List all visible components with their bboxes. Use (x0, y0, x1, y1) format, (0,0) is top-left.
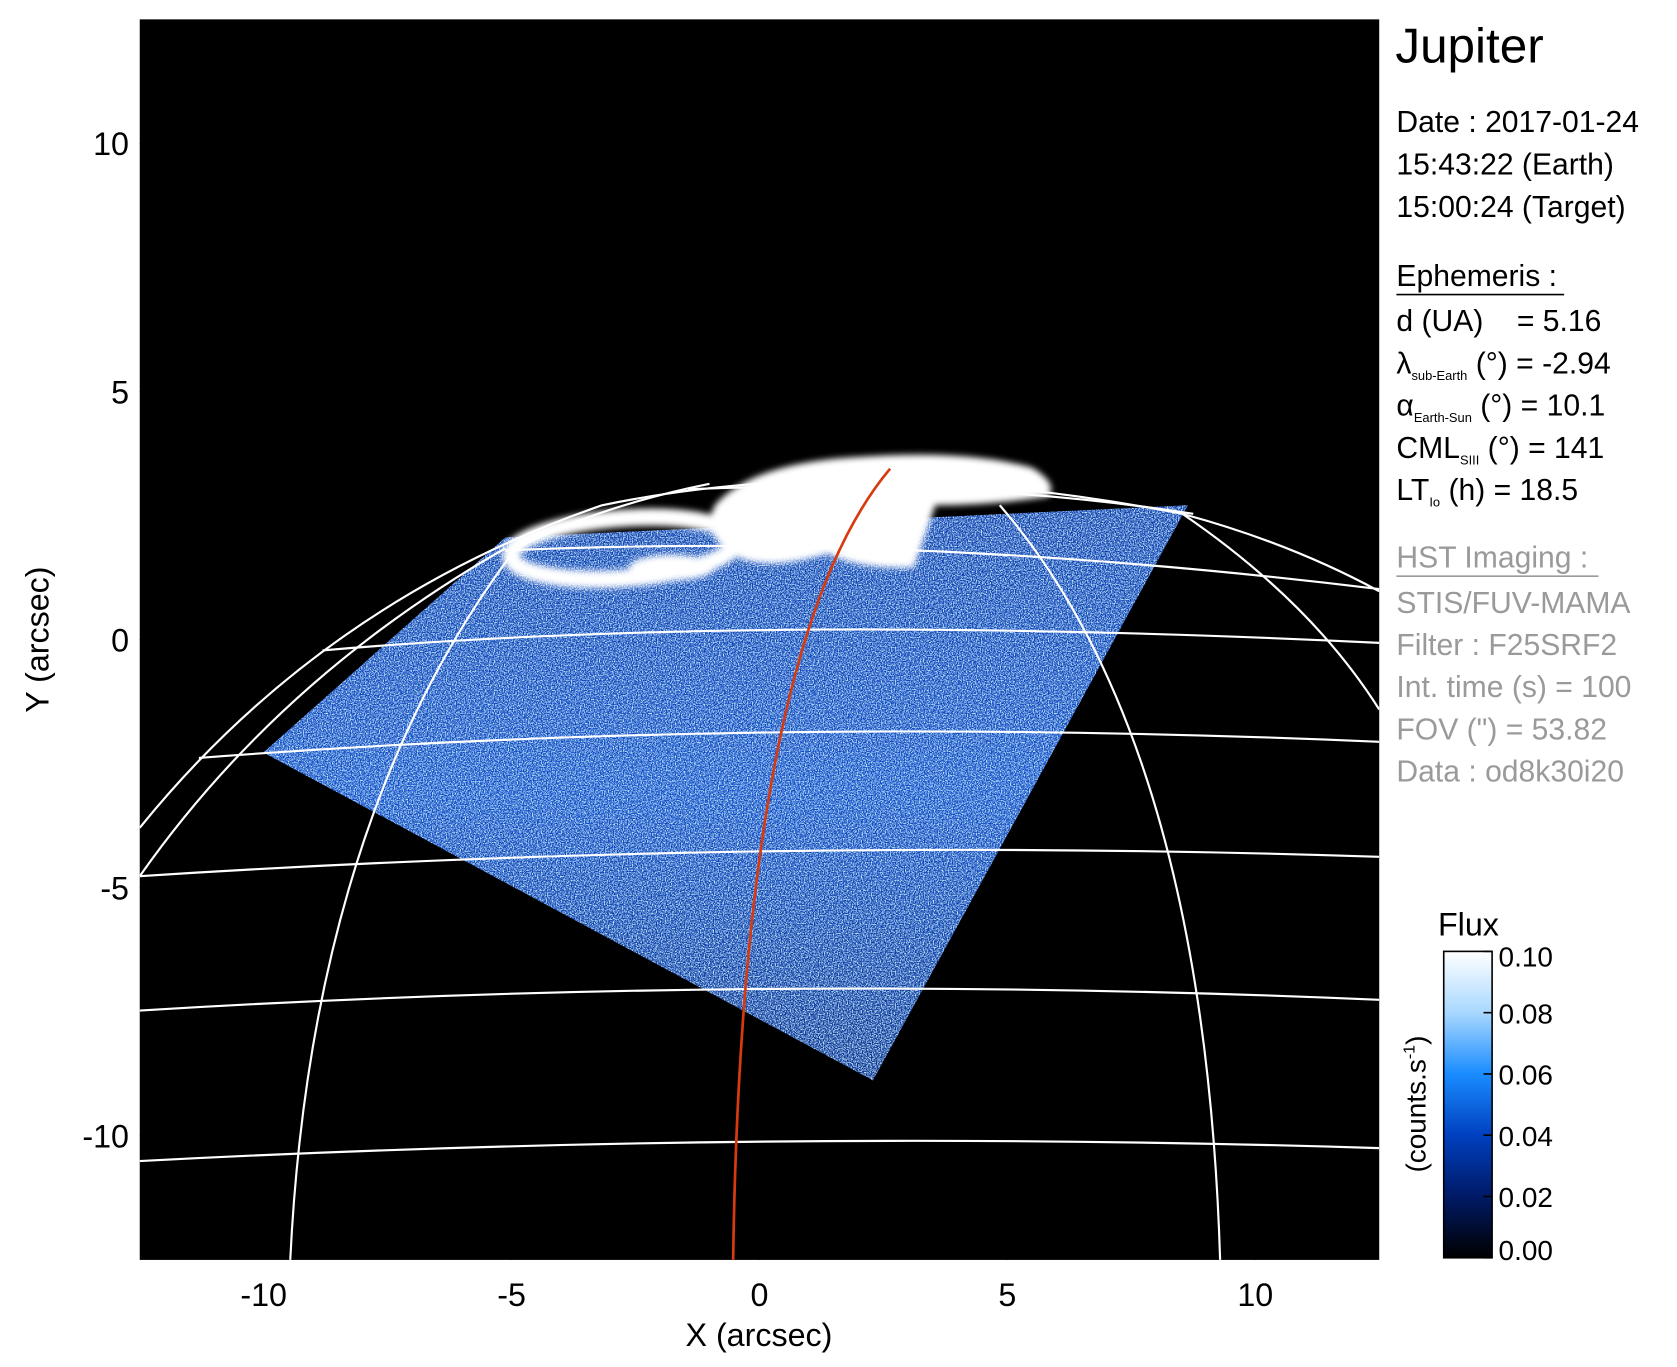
longitude-line (1181, 512, 1380, 711)
date-line: 15:43:22 (Earth) (1396, 149, 1613, 182)
colorbar-label: (counts.s-1) (1400, 1036, 1431, 1173)
limb (139, 479, 1380, 829)
observed-speckle (263, 505, 1188, 1081)
ephemeris-value: (°) = -2.94 (1467, 347, 1610, 380)
y-tick-label: -5 (100, 871, 129, 907)
instrument-row: Data : od8k30i20 (1396, 756, 1624, 789)
io-footprint (731, 467, 892, 1260)
ephemeris-value: (°) = 141 (1479, 432, 1604, 465)
colorbar-tick-label: 0.10 (1499, 941, 1553, 972)
plot-area: X (arcsec) Y (arcsec) -10 -5 0 5 10 -10 -5 0 5 10 (19, 19, 1380, 1353)
ephemeris-symbol: LT (1396, 474, 1429, 507)
colorbar-tick-label: 0.08 (1499, 998, 1553, 1029)
x-tick-label: 0 (751, 1277, 769, 1313)
ephemeris-value: = 5.16 (1483, 305, 1601, 338)
colorbar-tick-label: 0.02 (1499, 1182, 1553, 1213)
ephemeris-subscript: Io (1429, 495, 1440, 510)
image-layer (139, 454, 1380, 1260)
ephemeris-row: LTIo (h) = 18.5 (1396, 474, 1578, 509)
x-tick-label: -5 (497, 1277, 526, 1313)
x-tick-label: -10 (240, 1277, 287, 1313)
latitude-line (198, 730, 1380, 759)
y-tick-label: 0 (111, 622, 129, 658)
latitude-line (505, 544, 1380, 591)
ephemeris-symbol: d (UA) (1396, 305, 1483, 338)
aurora-main (710, 454, 1052, 568)
ephemeris-subscript: SIII (1460, 452, 1479, 467)
colorbar: Flux 0.00 0.02 0.04 0.06 0.08 0.10 (counts.s-1… (1400, 906, 1552, 1266)
ephemeris-row: λsub-Earth (°) = -2.94 (1396, 347, 1610, 382)
latitude-line (139, 1139, 1380, 1163)
colorbar-fill (1442, 950, 1493, 1259)
ephemeris-row: CMLSIII (°) = 141 (1396, 432, 1604, 467)
ephemeris-value: (°) = 10.1 (1472, 390, 1605, 423)
x-axis-label: X (arcsec) (685, 1317, 832, 1353)
y-axis-label: Y (arcsec) (19, 566, 55, 712)
ephemeris-heading: Ephemeris : (1396, 260, 1557, 293)
colorbar-tick-label: 0.06 (1499, 1060, 1553, 1091)
ephemeris-symbol: α (1396, 390, 1413, 423)
ephemeris-subscript: Earth-Sun (1414, 410, 1472, 425)
colorbar-tick-label: 0.00 (1499, 1235, 1553, 1266)
date-line: Date : 2017-01-24 (1396, 106, 1639, 139)
colorbar-title: Flux (1438, 906, 1499, 942)
info-panel: Jupiter Date : 2017-01-24 15:43:22 (Earth… (1395, 18, 1639, 788)
ephemeris-symbol: CML (1396, 432, 1460, 465)
colorbar-tick-label: 0.04 (1499, 1121, 1553, 1152)
instrument-row: Filter : F25SRF2 (1396, 629, 1617, 662)
date-line: 15:00:24 (Target) (1396, 191, 1625, 224)
instrument-row: STIS/FUV-MAMA (1396, 587, 1631, 620)
longitude-line (289, 482, 710, 1260)
latitude-line (687, 485, 1194, 515)
colorbar-label-part: (counts.s (1400, 1059, 1431, 1172)
longitude-line (998, 504, 1222, 1260)
longitude-line (139, 547, 506, 877)
ephemeris-value: (h) = 18.5 (1440, 474, 1578, 507)
colorbar-label-sup: -1 (1401, 1045, 1419, 1059)
instrument-row: Int. time (s) = 100 (1396, 671, 1631, 704)
ephemeris-symbol: λ (1396, 347, 1411, 380)
ephemeris-row: d (UA) = 5.16 (1396, 305, 1601, 338)
colorbar-label-part: ) (1400, 1036, 1431, 1045)
y-tick-label: 10 (93, 126, 129, 162)
y-tick-label: 5 (111, 374, 129, 410)
ephemeris-row: αEarth-Sun (°) = 10.1 (1396, 390, 1605, 425)
x-tick-label: 5 (998, 1277, 1016, 1313)
instrument-row: FOV (") = 53.82 (1396, 714, 1607, 747)
panel-title: Jupiter (1395, 18, 1543, 73)
x-tick-label: 10 (1237, 1277, 1273, 1313)
ephemeris-subscript: sub-Earth (1411, 368, 1467, 383)
instrument-heading: HST Imaging : (1396, 542, 1588, 575)
y-tick-label: -10 (82, 1119, 129, 1155)
latitude-line (139, 987, 1380, 1012)
aurora-spot (628, 554, 715, 581)
